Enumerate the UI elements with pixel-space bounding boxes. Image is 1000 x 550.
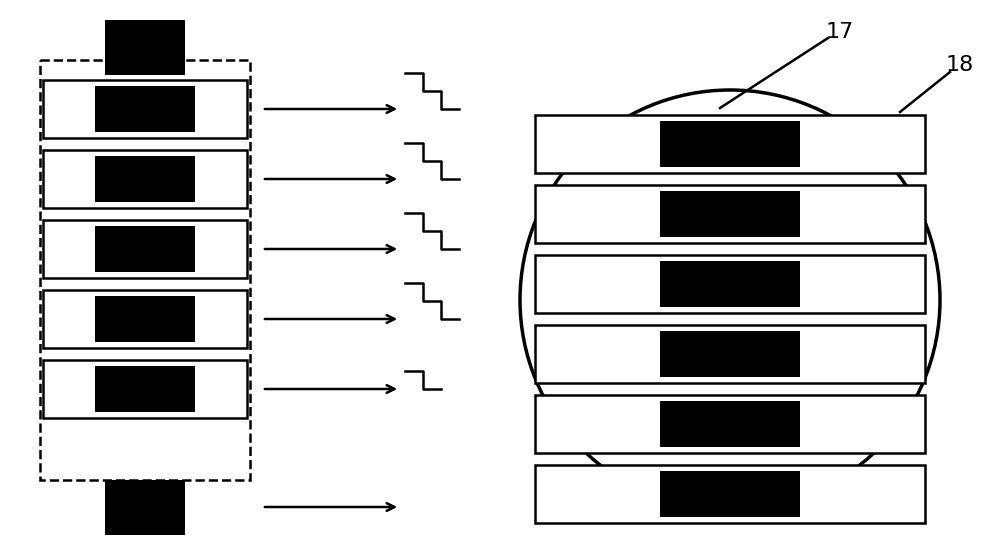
Bar bbox=[43, 290, 247, 348]
Bar bbox=[535, 395, 925, 453]
Bar bbox=[95, 366, 195, 412]
Bar bbox=[660, 121, 800, 167]
Bar bbox=[105, 20, 185, 75]
Bar bbox=[95, 226, 195, 272]
Bar bbox=[535, 115, 925, 173]
Bar bbox=[660, 261, 800, 307]
Bar bbox=[535, 465, 925, 523]
Bar bbox=[95, 156, 195, 202]
Bar bbox=[535, 255, 925, 313]
Bar bbox=[43, 80, 247, 138]
Bar bbox=[535, 185, 925, 243]
Text: 18: 18 bbox=[946, 55, 974, 75]
Bar bbox=[535, 325, 925, 383]
Bar bbox=[43, 360, 247, 418]
Bar bbox=[105, 480, 185, 535]
Bar bbox=[660, 191, 800, 237]
Bar bbox=[43, 220, 247, 278]
Bar bbox=[660, 401, 800, 447]
Bar bbox=[43, 150, 247, 208]
Bar bbox=[660, 471, 800, 517]
Bar bbox=[660, 331, 800, 377]
Bar bbox=[40, 60, 250, 480]
Text: 17: 17 bbox=[826, 22, 854, 42]
Bar bbox=[95, 296, 195, 342]
Bar bbox=[95, 86, 195, 132]
